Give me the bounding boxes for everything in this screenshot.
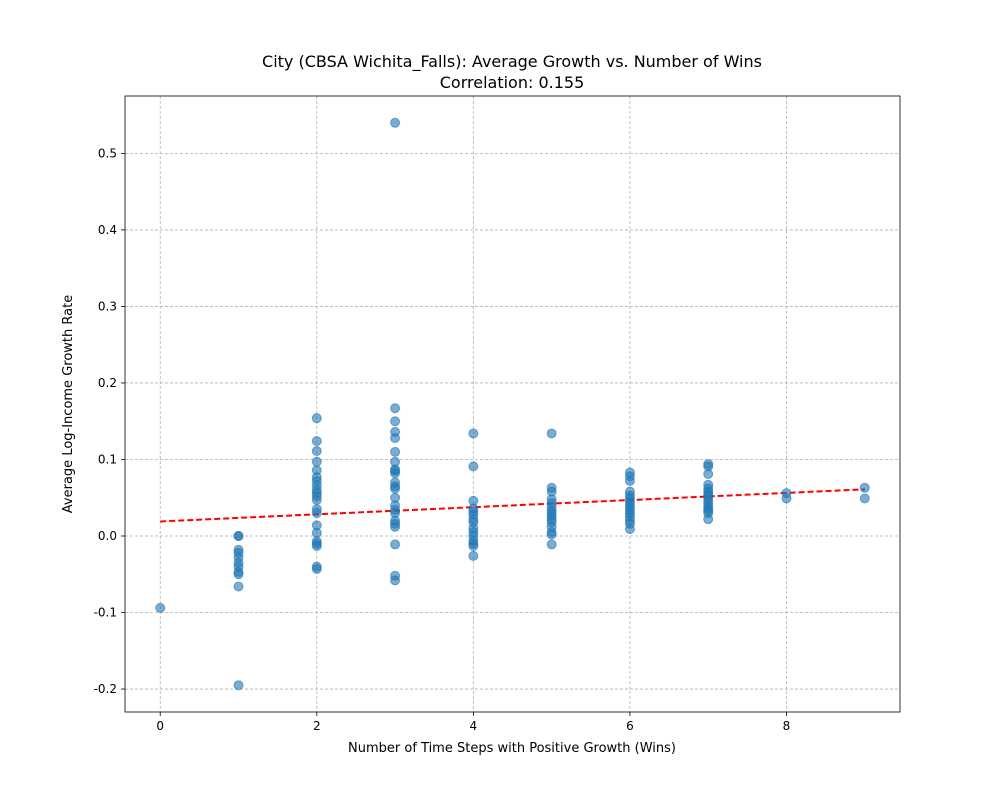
x-axis-label: Number of Time Steps with Positive Growt… bbox=[348, 741, 676, 756]
data-point-23 bbox=[311, 495, 322, 506]
y-tick-label-6: 0.4 bbox=[98, 223, 117, 237]
y-tick-label-0: -0.2 bbox=[94, 682, 117, 696]
data-point-53 bbox=[390, 539, 401, 550]
data-point-30 bbox=[311, 540, 322, 551]
data-point-2 bbox=[233, 581, 244, 592]
data-point-55 bbox=[390, 575, 401, 586]
data-point-115 bbox=[703, 514, 714, 525]
data-point-37 bbox=[390, 433, 401, 444]
data-point-84 bbox=[546, 529, 557, 540]
data-point-103 bbox=[703, 469, 714, 480]
data-point-14 bbox=[311, 446, 322, 457]
x-tick-label-1: 2 bbox=[313, 719, 321, 733]
axis-ticks: 0 2 4 6 8 -0.2 -0.1 0.0 0.1 0.2 0.3 0.4 0.5 bbox=[94, 146, 791, 733]
data-point-71 bbox=[546, 428, 557, 439]
data-point-27 bbox=[311, 527, 322, 538]
y-tick-label-3: 0.1 bbox=[98, 452, 117, 466]
y-tick-label-1: -0.1 bbox=[94, 606, 117, 620]
y-axis-label: Average Log-Income Growth Rate bbox=[61, 295, 76, 513]
data-point-25 bbox=[311, 508, 322, 519]
data-point-42 bbox=[390, 468, 401, 479]
data-point-1 bbox=[233, 680, 244, 691]
trend-line-layer bbox=[160, 488, 865, 523]
x-tick-label-3: 6 bbox=[626, 719, 634, 733]
data-point-32 bbox=[311, 563, 322, 574]
data-point-33 bbox=[390, 117, 401, 128]
x-tick-label-0: 0 bbox=[156, 719, 164, 733]
data-point-117 bbox=[781, 493, 792, 504]
chart-subtitle: Correlation: 0.155 bbox=[440, 73, 585, 92]
data-point-56 bbox=[468, 428, 479, 439]
data-point-118 bbox=[859, 482, 870, 493]
data-point-70 bbox=[468, 550, 479, 561]
data-point-9 bbox=[233, 544, 244, 555]
y-tick-label-4: 0.2 bbox=[98, 376, 117, 390]
data-point-52 bbox=[390, 521, 401, 532]
data-point-69 bbox=[468, 540, 479, 551]
y-tick-label-5: 0.3 bbox=[98, 299, 117, 313]
data-points bbox=[155, 117, 870, 691]
y-tick-label-2: 0.0 bbox=[98, 529, 117, 543]
data-point-12 bbox=[311, 413, 322, 424]
data-point-38 bbox=[390, 446, 401, 457]
data-point-119 bbox=[859, 493, 870, 504]
data-point-13 bbox=[311, 436, 322, 447]
data-point-85 bbox=[546, 539, 557, 550]
grid bbox=[125, 96, 900, 712]
data-point-35 bbox=[390, 416, 401, 427]
chart-title: City (CBSA Wichita_Falls): Average Growt… bbox=[262, 52, 762, 72]
data-point-57 bbox=[468, 461, 479, 472]
data-point-34 bbox=[390, 403, 401, 414]
data-point-100 bbox=[624, 524, 635, 535]
data-point-11 bbox=[233, 531, 244, 541]
data-point-0 bbox=[155, 602, 166, 613]
trend-line bbox=[160, 488, 865, 523]
x-tick-label-2: 4 bbox=[470, 719, 478, 733]
x-tick-label-4: 8 bbox=[783, 719, 791, 733]
y-tick-label-7: 0.5 bbox=[98, 146, 117, 160]
data-point-88 bbox=[624, 475, 635, 486]
data-point-45 bbox=[390, 483, 401, 494]
plot-frame bbox=[124, 95, 901, 713]
data-point-15 bbox=[311, 456, 322, 467]
